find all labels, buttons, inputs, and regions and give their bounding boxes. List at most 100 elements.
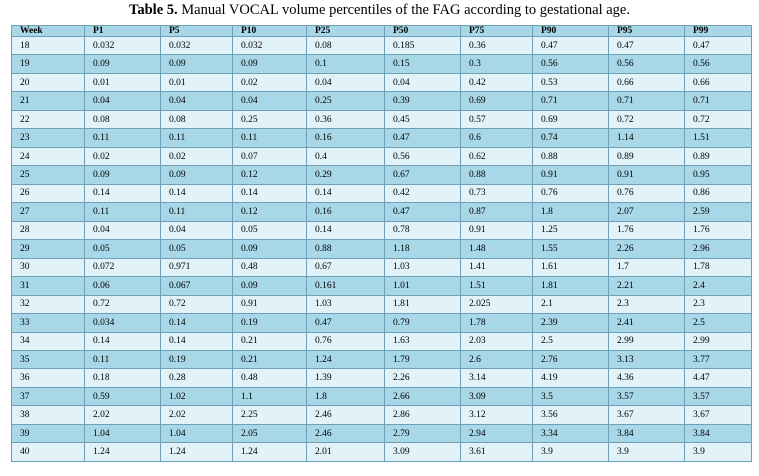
percentile-cell: 0.14 [306, 183, 385, 204]
percentile-cell: 0.21 [232, 349, 307, 370]
table-row: 31 0.06 0.067 0.09 0.161 1.01 1.51 1.81 2.21 2.4 [11, 276, 752, 296]
percentile-cell: 0.89 [608, 146, 685, 167]
percentile-cell: 1.51 [684, 128, 752, 148]
table-row: 18 0.032 0.032 0.032 0.08 0.185 0.36 0.47 0.47 0.… [11, 35, 752, 56]
percentile-cell: 1.8 [532, 202, 609, 222]
percentile-cell: 0.11 [160, 202, 233, 222]
percentile-cell: 0.08 [160, 109, 233, 130]
percentile-cell: 3.13 [608, 349, 685, 370]
percentile-cell: 0.09 [232, 239, 307, 259]
column-header: Week [11, 25, 85, 37]
percentile-cell: 0.79 [384, 313, 461, 333]
table-row: 38 2.02 2.02 2.25 2.46 2.86 3.12 3.56 3.67 3.67 [11, 405, 752, 425]
percentile-cell: 2.46 [306, 405, 385, 425]
percentile-cell: 2.1 [532, 294, 609, 315]
week-cell: 20 [11, 72, 85, 93]
percentile-cell: 0.01 [160, 72, 233, 93]
percentile-cell: 1.04 [160, 423, 233, 444]
percentile-cell: 0.14 [232, 183, 307, 204]
percentile-cell: 0.89 [684, 146, 752, 167]
table-caption-label: Table 5. [129, 2, 178, 18]
percentile-cell: 0.86 [684, 183, 752, 204]
percentile-cell: 0.88 [532, 146, 609, 167]
percentile-cell: 2.6 [460, 349, 533, 370]
percentile-cell: 1.1 [232, 386, 307, 407]
table-row: 35 0.11 0.19 0.21 1.24 1.79 2.6 2.76 3.13 3.77 [11, 349, 752, 370]
percentile-cell: 1.25 [532, 220, 609, 241]
percentile-cell: 0.76 [532, 183, 609, 204]
percentile-cell: 0.15 [384, 54, 461, 74]
percentile-cell: 4.47 [684, 368, 752, 388]
table-row: 27 0.11 0.11 0.12 0.16 0.47 0.87 1.8 2.07 2.59 [11, 202, 752, 222]
percentile-cell: 1.51 [460, 276, 533, 296]
column-header: P90 [532, 25, 609, 37]
percentile-cell: 3.09 [384, 442, 461, 462]
week-cell: 29 [11, 239, 85, 259]
percentile-cell: 0.05 [232, 220, 307, 241]
percentile-cell: 2.3 [608, 294, 685, 315]
percentile-cell: 2.79 [384, 423, 461, 444]
percentile-cell: 0.01 [84, 72, 161, 93]
week-cell: 22 [11, 109, 85, 130]
week-cell: 38 [11, 405, 85, 425]
percentile-cell: 0.47 [306, 313, 385, 333]
percentile-cell: 0.09 [232, 54, 307, 74]
percentile-cell: 0.48 [232, 257, 307, 278]
percentile-cell: 1.48 [460, 239, 533, 259]
percentile-cell: 0.05 [84, 239, 161, 259]
percentile-cell: 2.21 [608, 276, 685, 296]
percentile-cell: 0.04 [306, 72, 385, 93]
percentile-cell: 3.9 [684, 442, 752, 462]
percentile-cell: 0.69 [532, 109, 609, 130]
percentile-cell: 0.04 [232, 91, 307, 111]
percentile-cell: 0.56 [384, 146, 461, 167]
percentile-cell: 1.03 [384, 257, 461, 278]
week-cell: 31 [11, 276, 85, 296]
column-header: P1 [84, 25, 161, 37]
percentile-cell: 0.66 [608, 72, 685, 93]
percentile-cell: 0.47 [384, 128, 461, 148]
percentile-cell: 1.81 [384, 294, 461, 315]
percentile-cell: 0.78 [384, 220, 461, 241]
percentile-cell: 0.72 [684, 109, 752, 130]
percentile-cell: 0.6 [460, 128, 533, 148]
percentile-cell: 2.5 [532, 331, 609, 351]
percentile-cell: 0.56 [532, 54, 609, 74]
percentile-cell: 2.41 [608, 313, 685, 333]
percentile-cell: 0.42 [460, 72, 533, 93]
percentile-cell: 1.18 [384, 239, 461, 259]
percentile-cell: 0.47 [532, 35, 609, 56]
percentile-cell: 0.1 [306, 54, 385, 74]
percentile-cell: 0.62 [460, 146, 533, 167]
column-header: P25 [306, 25, 385, 37]
table-row: 28 0.04 0.04 0.05 0.14 0.78 0.91 1.25 1.76 1.76 [11, 220, 752, 241]
percentile-cell: 2.76 [532, 349, 609, 370]
percentile-cell: 0.47 [608, 35, 685, 56]
percentile-cell: 3.5 [532, 386, 609, 407]
percentile-cell: 0.12 [232, 165, 307, 185]
percentile-cell: 0.47 [384, 202, 461, 222]
percentile-cell: 1.04 [84, 423, 161, 444]
percentile-cell: 0.19 [160, 349, 233, 370]
percentile-cell: 0.06 [84, 276, 161, 296]
percentile-cell: 0.14 [160, 331, 233, 351]
percentile-cell: 2.26 [384, 368, 461, 388]
percentile-cell: 0.14 [84, 331, 161, 351]
percentile-cell: 0.88 [460, 165, 533, 185]
percentile-cell: 1.01 [384, 276, 461, 296]
percentile-cell: 0.72 [84, 294, 161, 315]
percentile-cell: 0.08 [84, 109, 161, 130]
percentile-cell: 0.42 [384, 183, 461, 204]
week-cell: 23 [11, 128, 85, 148]
week-cell: 27 [11, 202, 85, 222]
column-header: P10 [232, 25, 307, 37]
percentile-cell: 1.24 [306, 349, 385, 370]
percentile-cell: 0.95 [684, 165, 752, 185]
percentile-cell: 0.21 [232, 331, 307, 351]
percentile-cell: 0.87 [460, 202, 533, 222]
percentile-cell: 0.07 [232, 146, 307, 167]
percentile-cell: 0.72 [160, 294, 233, 315]
percentile-cell: 2.01 [306, 442, 385, 462]
table-row: 25 0.09 0.09 0.12 0.29 0.67 0.88 0.91 0.91 0.95 [11, 165, 752, 185]
percentile-cell: 0.09 [84, 54, 161, 74]
